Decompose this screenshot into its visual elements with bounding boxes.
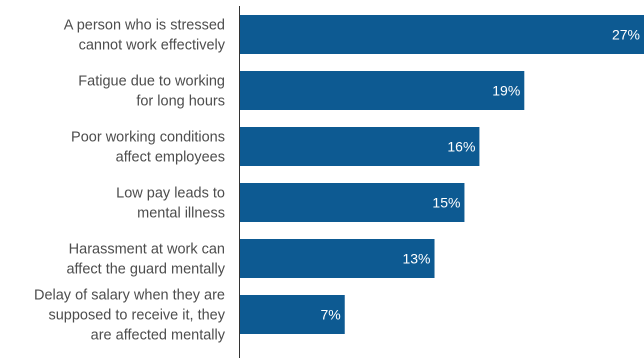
category-label-3-line-0: Low pay leads to	[116, 186, 225, 202]
category-label-0-line-1: cannot work effectively	[79, 38, 226, 54]
value-label-2: 16%	[447, 139, 475, 155]
category-label-0-line-0: A person who is stressed	[64, 18, 225, 34]
category-labels-group: A person who is stressed cannot work effe…	[34, 18, 226, 344]
value-label-0: 27%	[612, 27, 640, 43]
category-label-5-line-2: are affected mentally	[91, 328, 226, 344]
bar-1	[240, 71, 525, 110]
category-label-1-line-1: for long hours	[136, 94, 225, 110]
bar-5	[240, 295, 345, 334]
bar-4	[240, 239, 435, 278]
category-label-5-line-1: supposed to receive it, they	[48, 308, 225, 324]
category-label-2-line-0: Poor working conditions	[71, 130, 225, 146]
category-label-2-line-1: affect employees	[116, 150, 225, 166]
category-label-3-line-1: mental illness	[137, 206, 225, 222]
value-label-1: 19%	[492, 83, 520, 99]
bar-3	[240, 183, 465, 222]
category-label-4-line-0: Harassment at work can	[69, 242, 225, 258]
bar-0	[240, 15, 644, 54]
bar-2	[240, 127, 480, 166]
category-label-4-line-1: affect the guard mentally	[66, 262, 225, 278]
value-label-3: 15%	[432, 195, 460, 211]
category-label-5-line-0: Delay of salary when they are	[34, 288, 225, 304]
category-label-1-line-0: Fatigue due to working	[78, 74, 225, 90]
value-label-4: 13%	[402, 251, 430, 267]
bars-group	[240, 15, 644, 334]
value-label-5: 7%	[321, 307, 341, 323]
value-labels-group: 27% 19% 16% 15% 13% 7%	[321, 27, 640, 323]
